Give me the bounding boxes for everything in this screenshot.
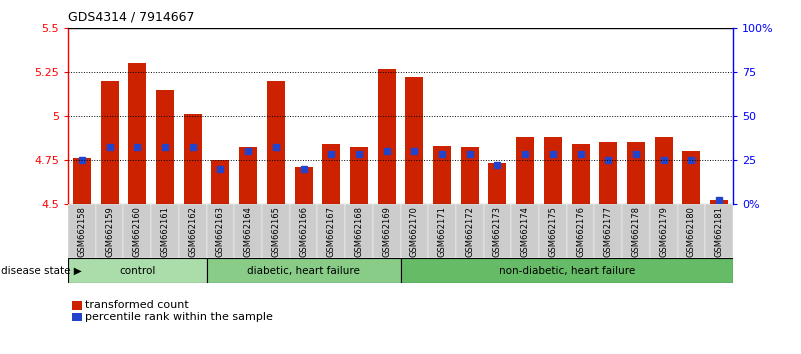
Bar xyxy=(433,146,451,204)
Bar xyxy=(262,204,290,258)
Bar xyxy=(627,142,645,204)
Text: GSM662179: GSM662179 xyxy=(659,206,668,257)
Text: GSM662174: GSM662174 xyxy=(521,206,529,257)
Text: GSM662170: GSM662170 xyxy=(410,206,419,257)
Text: GSM662161: GSM662161 xyxy=(160,206,170,257)
Text: GDS4314 / 7914667: GDS4314 / 7914667 xyxy=(68,11,195,24)
Bar xyxy=(594,204,622,258)
Bar xyxy=(567,204,594,258)
Text: GSM662180: GSM662180 xyxy=(687,206,696,257)
Bar xyxy=(599,142,618,204)
Bar xyxy=(400,258,733,283)
Text: GSM662181: GSM662181 xyxy=(714,206,723,257)
Bar xyxy=(654,137,673,204)
Bar xyxy=(484,204,511,258)
Text: GSM662165: GSM662165 xyxy=(272,206,280,257)
Bar xyxy=(128,63,147,204)
Text: GSM662164: GSM662164 xyxy=(244,206,252,257)
Bar xyxy=(68,258,207,283)
Text: GSM662171: GSM662171 xyxy=(437,206,446,257)
Bar xyxy=(239,148,257,204)
Bar xyxy=(429,204,456,258)
Text: GSM662160: GSM662160 xyxy=(133,206,142,257)
Bar xyxy=(461,148,479,204)
Text: GSM662169: GSM662169 xyxy=(382,206,391,257)
Bar xyxy=(710,200,728,204)
Bar xyxy=(539,204,567,258)
Bar xyxy=(267,81,285,204)
Bar xyxy=(235,204,262,258)
Bar xyxy=(290,204,317,258)
Bar xyxy=(682,151,700,204)
Bar xyxy=(622,204,650,258)
Text: GSM662173: GSM662173 xyxy=(493,206,502,257)
Bar xyxy=(511,204,539,258)
Text: GSM662177: GSM662177 xyxy=(604,206,613,257)
Text: GSM662175: GSM662175 xyxy=(549,206,557,257)
Text: GSM662159: GSM662159 xyxy=(105,206,114,257)
Text: GSM662172: GSM662172 xyxy=(465,206,474,257)
Bar xyxy=(345,204,372,258)
Bar xyxy=(317,204,345,258)
Text: GSM662178: GSM662178 xyxy=(631,206,641,257)
Text: GSM662162: GSM662162 xyxy=(188,206,197,257)
Text: GSM662167: GSM662167 xyxy=(327,206,336,257)
Text: percentile rank within the sample: percentile rank within the sample xyxy=(85,312,273,322)
Text: GSM662163: GSM662163 xyxy=(216,206,225,257)
Bar xyxy=(96,204,123,258)
Text: disease state ▶: disease state ▶ xyxy=(1,266,82,276)
Bar xyxy=(350,148,368,204)
Bar xyxy=(489,163,506,204)
Bar xyxy=(650,204,678,258)
Bar xyxy=(211,160,229,204)
Bar xyxy=(572,144,590,204)
Bar xyxy=(322,144,340,204)
Bar xyxy=(101,81,119,204)
Text: diabetic, heart failure: diabetic, heart failure xyxy=(247,266,360,276)
Bar xyxy=(516,137,534,204)
Bar xyxy=(179,204,207,258)
Text: transformed count: transformed count xyxy=(85,300,189,310)
Bar xyxy=(544,137,562,204)
Bar xyxy=(207,204,235,258)
Bar xyxy=(295,167,312,204)
Bar xyxy=(73,158,91,204)
Bar xyxy=(183,114,202,204)
Text: GSM662168: GSM662168 xyxy=(355,206,364,257)
Bar xyxy=(405,78,424,204)
Text: GSM662158: GSM662158 xyxy=(78,206,87,257)
Bar xyxy=(123,204,151,258)
Bar xyxy=(400,204,429,258)
Bar xyxy=(705,204,733,258)
Bar xyxy=(151,204,179,258)
Bar xyxy=(456,204,484,258)
Bar xyxy=(68,204,96,258)
Text: GSM662176: GSM662176 xyxy=(576,206,585,257)
Text: control: control xyxy=(119,266,155,276)
Bar xyxy=(156,90,174,204)
Bar xyxy=(678,204,705,258)
Bar xyxy=(377,69,396,204)
Text: GSM662166: GSM662166 xyxy=(299,206,308,257)
Bar xyxy=(207,258,400,283)
Text: non-diabetic, heart failure: non-diabetic, heart failure xyxy=(498,266,635,276)
Bar xyxy=(372,204,400,258)
